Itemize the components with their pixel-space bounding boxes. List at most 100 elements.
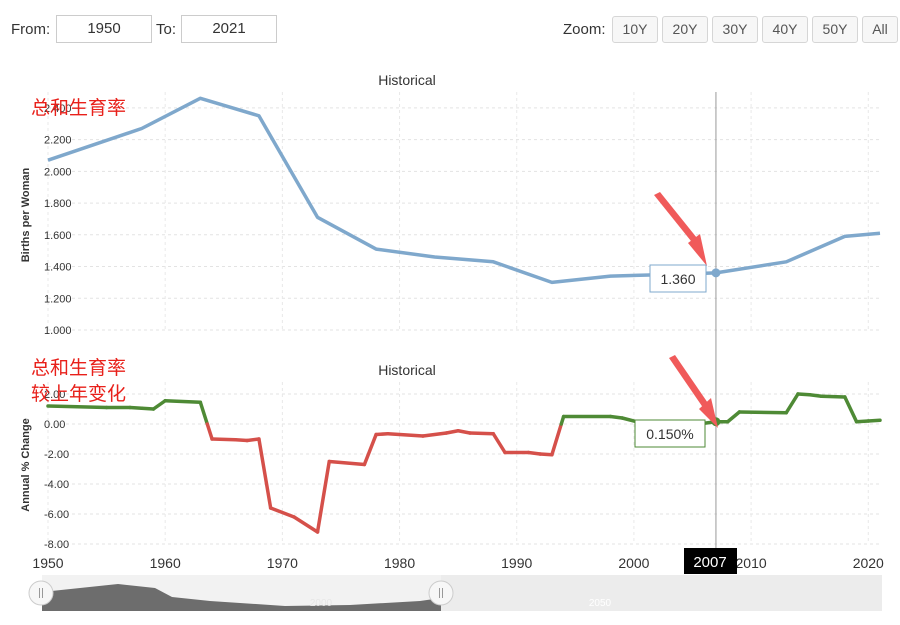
change-segment [233,438,249,443]
x-tick-label: 2000 [618,555,649,571]
bottom-y-tick-label: -6.00 [44,509,69,521]
bottom-annotation-line1: 总和生育率 [31,357,126,379]
change-segment [374,432,390,437]
bottom-y-tick-label: -4.00 [44,479,69,491]
change-segment [608,414,624,420]
change-segment [444,429,460,435]
change-segment [468,431,496,436]
change-segment [854,419,871,424]
fertility-line [47,96,881,285]
x-tick-label: 1990 [501,555,532,571]
change-segment [538,452,554,457]
navigator-tick-2000: 2000 [310,598,333,609]
x-tick-label: 1960 [150,555,181,571]
bottom-y-tick-label: -2.00 [44,449,69,461]
top-y-tick-label: 1.600 [44,230,72,242]
bottom-chart-title: Historical [378,362,436,378]
change-segment [205,422,214,441]
top-arrow-icon [654,192,707,266]
zoom-30y-button[interactable]: 30Y [712,16,758,43]
top-y-axis-title: Births per Woman [20,167,32,262]
bottom-y-tick-labels: -8.00 -6.00 -4.00 -2.00 0.00 2.00 [44,389,69,551]
change-segment [362,432,378,467]
bottom-y-tick-label: -8.00 [44,539,69,551]
top-y-tick-label: 2.000 [44,166,72,178]
top-y-tick-label: 1.400 [44,262,72,274]
x-tick-label: 1950 [32,555,63,571]
zoom-all-button[interactable]: All [862,16,898,43]
change-segment [46,404,109,410]
x-tick-label: 1980 [384,555,415,571]
change-segment [257,437,273,510]
top-chart-title: Historical [378,72,436,88]
bottom-y-tick-label: 2.00 [44,389,65,401]
bottom-series-group [46,392,882,534]
change-segment [456,429,472,435]
from-date-input[interactable]: 1950 [56,15,152,43]
change-segment [526,450,542,456]
change-segment [807,393,824,398]
bottom-arrow-icon [669,355,718,428]
to-label: To: [156,21,177,38]
change-segment [198,400,210,426]
navigator-right-handle[interactable] [428,580,454,606]
change-segment [550,422,564,457]
highlight-year-label: 2007 [684,548,737,574]
change-segment [245,437,261,443]
navigator-tick-2050: 2050 [589,598,612,609]
from-label: From: [11,21,51,38]
top-y-tick-label: 2.200 [44,135,72,147]
top-y-tick-labels: 1.000 1.200 1.400 1.600 1.800 2.000 2.200 2.400 [44,103,72,337]
change-segment [163,399,203,404]
navigator-left-handle[interactable] [28,580,54,606]
top-y-tick-label: 1.800 [44,198,72,210]
range-toolbar: From: 1950 To: 2021 Zoom: 10Y 20Y 30Y 40… [0,0,900,56]
zoom-40y-button[interactable]: 40Y [762,16,808,43]
x-tick-label: 2010 [736,555,767,571]
bottom-gridlines [47,382,880,545]
bottom-annotation-line2: 较上年变化 [31,383,126,405]
top-y-tick-label: 1.000 [44,325,72,337]
change-segment [327,459,367,467]
change-segment [128,405,144,410]
top-y-tick-label: 2.400 [44,103,72,115]
top-gridlines [47,92,880,331]
change-segment [315,459,331,534]
x-tick-label: 2020 [853,555,884,571]
top-annotation-text: 总和生育率 [31,97,126,119]
bottom-y-tick-label: 0.00 [44,419,65,431]
change-segment [796,392,812,397]
zoom-10y-button[interactable]: 10Y [612,16,658,43]
bottom-tooltip-value: 0.150% [646,426,693,442]
top-series-group [47,96,881,285]
change-segment [491,432,507,455]
change-segment [421,431,449,438]
top-tooltip-value: 1.360 [660,271,695,287]
range-navigator: 2000 2050 [28,575,882,611]
zoom-50y-button[interactable]: 50Y [812,16,858,43]
x-tick-labels: 1950 1960 1970 1980 1990 2000 2010 2020 [32,555,884,571]
zoom-label: Zoom: [563,21,606,38]
change-segment [784,392,800,415]
change-segment [737,410,789,415]
change-segment [819,394,847,399]
bottom-y-axis-title: Annual % Change [20,418,32,512]
change-segment [210,437,238,442]
change-segment [139,406,156,411]
change-segment [843,395,859,424]
change-segment [292,515,320,534]
zoom-20y-button[interactable]: 20Y [662,16,708,43]
change-segment [268,506,296,519]
top-tooltip: 1.360 [649,264,707,293]
change-segment [386,432,425,438]
to-date-input[interactable]: 2021 [181,15,277,43]
highlight-year-text: 2007 [693,554,726,571]
top-highlight-marker [711,268,721,278]
top-y-tick-label: 1.200 [44,293,72,305]
change-segment [725,410,742,424]
x-tick-label: 1970 [267,555,298,571]
navigator-series-area [42,584,441,611]
change-segment [151,399,167,411]
bottom-tooltip: 0.150% [634,419,706,448]
